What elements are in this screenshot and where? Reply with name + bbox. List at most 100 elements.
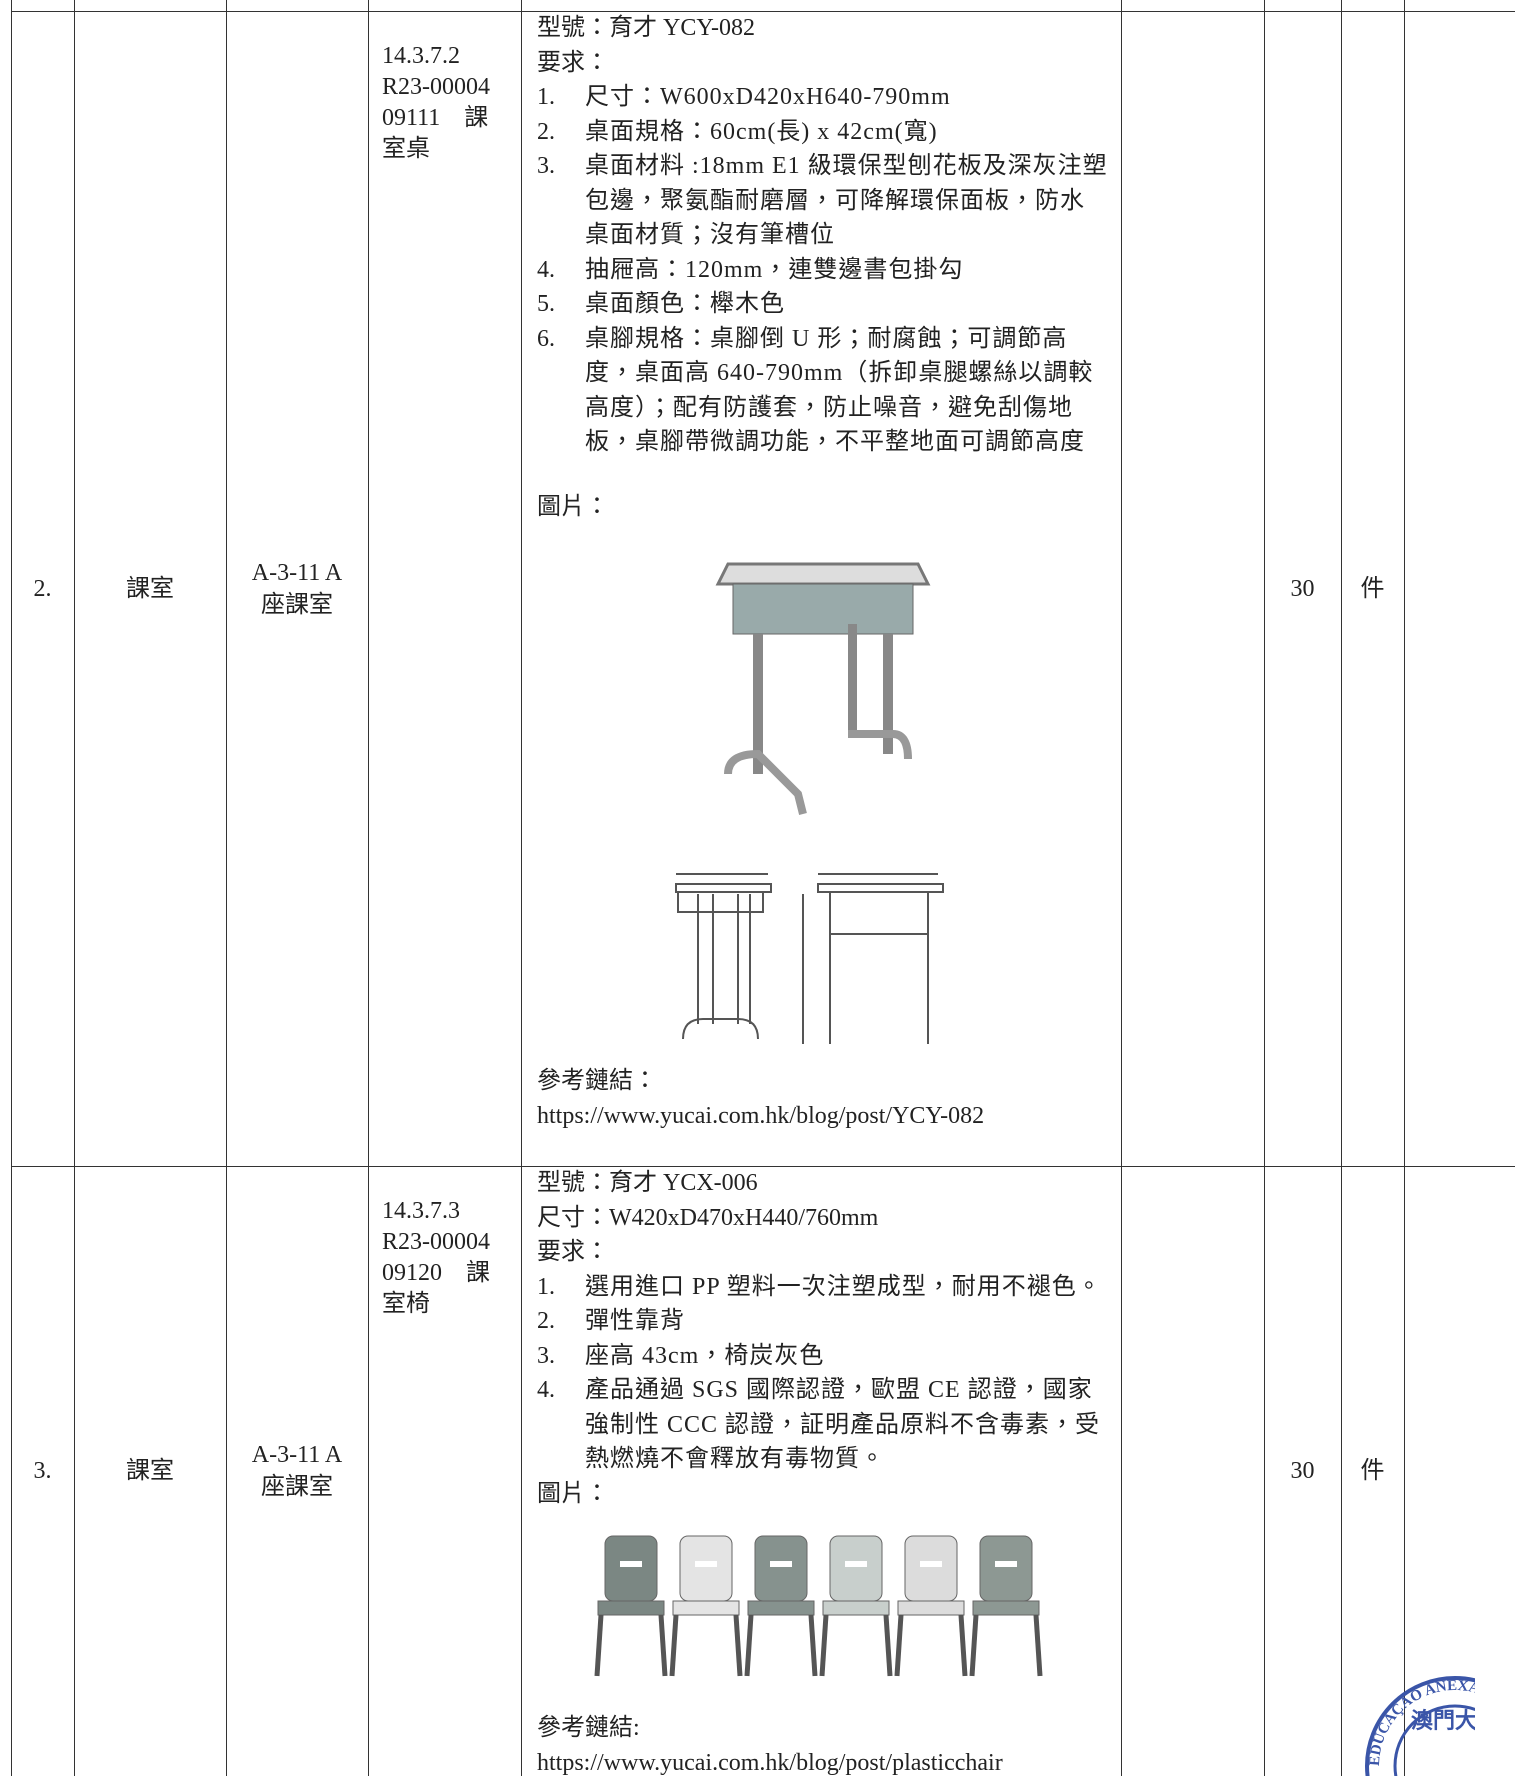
graphic bbox=[676, 884, 771, 892]
item-number: 4. bbox=[537, 1373, 585, 1477]
graphic bbox=[672, 1615, 676, 1676]
graphic bbox=[848, 624, 857, 734]
room-line: A-3-11 A bbox=[252, 1439, 342, 1471]
pictures bbox=[537, 524, 1109, 1064]
code-line: R23-00004 bbox=[382, 72, 513, 103]
qty-cell: 30 bbox=[1264, 1166, 1341, 1776]
pictures bbox=[537, 1511, 1109, 1711]
graphic bbox=[920, 1561, 942, 1567]
link-label: 參考鏈結: bbox=[537, 1711, 1109, 1746]
graphic bbox=[823, 1601, 889, 1615]
graphic bbox=[695, 1561, 717, 1567]
item-text: 選用進口 PP 塑料一次注塑成型，耐用不褪色。 bbox=[585, 1270, 1109, 1305]
code-line: 室桌 bbox=[382, 134, 513, 165]
column-border bbox=[1121, 0, 1122, 1776]
graphic bbox=[747, 1615, 751, 1676]
graphic bbox=[818, 884, 943, 892]
spec-item: 3.座高 43cm，椅炭灰色 bbox=[537, 1339, 1109, 1374]
code-line: 室椅 bbox=[382, 1289, 513, 1320]
graphic bbox=[811, 1615, 815, 1676]
link: https://www.yucai.com.hk/blog/post/plast… bbox=[537, 1746, 1109, 1780]
location-cell: 課室 bbox=[74, 1166, 226, 1776]
item-text: 彈性靠背 bbox=[585, 1304, 1109, 1339]
link: https://www.yucai.com.hk/blog/post/YCY-0… bbox=[537, 1099, 1109, 1134]
item-text: 座高 43cm，椅炭灰色 bbox=[585, 1339, 1109, 1374]
spec-line: 尺寸：W420xD470xH440/760mm bbox=[537, 1201, 1109, 1236]
graphic bbox=[673, 1601, 739, 1615]
code-line: 09120 課 bbox=[382, 1258, 513, 1289]
graphic bbox=[605, 1536, 657, 1601]
unit: 件 bbox=[1361, 1455, 1385, 1487]
graphic bbox=[733, 584, 913, 634]
item-number: 6. bbox=[537, 322, 585, 460]
item-text: 抽屜高：120mm，連雙邊書包掛勾 bbox=[585, 253, 1109, 288]
item-number: 1. bbox=[537, 80, 585, 115]
graphic bbox=[680, 1536, 732, 1601]
graphic bbox=[661, 1615, 665, 1676]
location-cell: 課室 bbox=[74, 11, 226, 1166]
graphic bbox=[588, 1531, 1058, 1681]
graphic bbox=[961, 1615, 965, 1676]
location: 課室 bbox=[126, 1455, 174, 1487]
code-line: 14.3.7.3 bbox=[382, 1196, 513, 1227]
unit-cell: 件 bbox=[1341, 11, 1404, 1166]
quantity: 30 bbox=[1291, 573, 1315, 605]
graphic bbox=[620, 1561, 642, 1567]
row-number-cell: 3. bbox=[11, 1166, 74, 1776]
graphic bbox=[736, 1615, 740, 1676]
code-line: 14.3.7.2 bbox=[382, 41, 513, 72]
column-border bbox=[1404, 0, 1405, 1776]
row-number-cell: 2. bbox=[11, 11, 74, 1166]
graphic bbox=[598, 1601, 664, 1615]
stamp: EDUCAÇÃO ANEXA À UNIVERSIDADE 澳門大學 bbox=[1355, 1666, 1475, 1776]
graphic bbox=[748, 1601, 814, 1615]
graphic bbox=[708, 544, 938, 834]
item-number: 5. bbox=[537, 287, 585, 322]
item-text: 桌面材料 :18mm E1 級環保型刨花板及深灰注塑包邊，聚氨酯耐磨層，可降解環… bbox=[585, 149, 1109, 253]
spec-item: 2.桌面規格：60cm(長) x 42cm(寬) bbox=[537, 115, 1109, 150]
room-line: A-3-11 A bbox=[252, 557, 342, 589]
graphic bbox=[728, 754, 803, 814]
location: 課室 bbox=[126, 573, 174, 605]
spec-line: 型號：育才 YCY-082 bbox=[537, 11, 1109, 46]
item-number: 2. bbox=[537, 1304, 585, 1339]
spec-item: 2.彈性靠背 bbox=[537, 1304, 1109, 1339]
graphic bbox=[597, 1615, 601, 1676]
spec-line: 要求： bbox=[537, 1235, 1109, 1270]
graphic bbox=[755, 1536, 807, 1601]
link-label: 參考鏈結： bbox=[537, 1064, 1109, 1099]
quantity: 30 bbox=[1291, 1455, 1315, 1487]
graphic bbox=[676, 874, 943, 1044]
spec-item: 1.尺寸：W600xD420xH640-790mm bbox=[537, 80, 1109, 115]
graphic bbox=[718, 564, 928, 584]
graphic bbox=[905, 1536, 957, 1601]
item-text: 桌面規格：60cm(長) x 42cm(寬) bbox=[585, 115, 1109, 150]
spec-line: 要求： bbox=[537, 46, 1109, 81]
graphic bbox=[980, 1536, 1032, 1601]
graphic bbox=[897, 1615, 901, 1676]
spec-line: 型號：育才 YCX-006 bbox=[537, 1166, 1109, 1201]
graphic bbox=[537, 834, 1109, 854]
item-text: 尺寸：W600xD420xH640-790mm bbox=[585, 80, 1109, 115]
graphic bbox=[995, 1561, 1017, 1567]
graphic bbox=[886, 1615, 890, 1676]
item-number: 3. bbox=[537, 149, 585, 253]
item-number: 1. bbox=[537, 1270, 585, 1305]
row-number: 2. bbox=[34, 573, 52, 605]
graphic bbox=[972, 1615, 976, 1676]
spec-item: 5.桌面顏色：櫸木色 bbox=[537, 287, 1109, 322]
spec-item: 3.桌面材料 :18mm E1 級環保型刨花板及深灰注塑包邊，聚氨酯耐磨層，可降… bbox=[537, 149, 1109, 253]
spec-item: 4.產品通過 SGS 國際認證，歐盟 CE 認證，國家強制性 CCC 認證，証明… bbox=[537, 1373, 1109, 1477]
row-number: 3. bbox=[34, 1455, 52, 1487]
room-line: 座課室 bbox=[261, 589, 333, 621]
qty-cell: 30 bbox=[1264, 11, 1341, 1166]
code-line: 09111 課 bbox=[382, 103, 513, 134]
graphic bbox=[898, 1601, 964, 1615]
item-number: 2. bbox=[537, 115, 585, 150]
